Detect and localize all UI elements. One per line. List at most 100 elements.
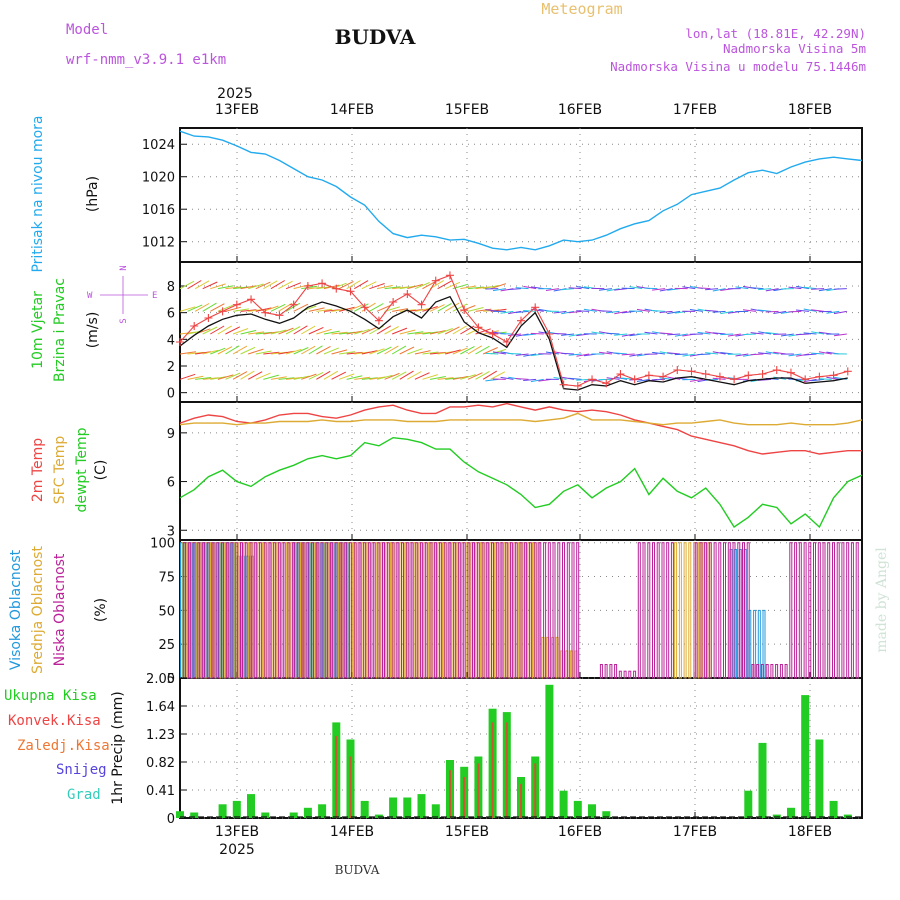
wind-barb: [727, 333, 741, 337]
cloud-low-bar: [571, 542, 575, 679]
precip-total-bar: [360, 800, 369, 818]
wind-ylabel-1: 10m Vjetar: [30, 291, 46, 369]
y-tick-label: 1024: [142, 138, 175, 153]
wind-barb: [391, 327, 408, 335]
wind-barb: [467, 372, 483, 380]
wind-barb: [376, 325, 392, 335]
gust-marker: [374, 316, 383, 325]
cloud-low-bar: [614, 664, 618, 679]
precip-total-bar: [176, 811, 184, 818]
wind-barb: [179, 351, 196, 355]
wind-barb: [308, 326, 324, 335]
cloud-low-bar: [836, 542, 840, 679]
wind-barb: [217, 346, 233, 355]
wind-barb: [483, 285, 499, 290]
wind-panel: 0 2 4 6 8: [167, 262, 862, 402]
gust-marker: [786, 368, 795, 377]
cloud-low-bar: [273, 542, 277, 679]
cloud-low-bar: [841, 542, 845, 679]
wind-barb: [682, 286, 696, 290]
wind-barb: [667, 310, 681, 315]
gust-marker: [531, 303, 540, 312]
wind-barb: [263, 305, 279, 312]
cloud-ylabel-high: Visoka Oblacnost: [8, 549, 24, 670]
wind-barb: [422, 374, 438, 380]
wind-barb: [507, 288, 522, 291]
wind-barb: [361, 281, 377, 290]
gust-marker: [588, 375, 597, 384]
wind-barb: [301, 285, 318, 290]
wind-barb: [811, 309, 825, 312]
gust-marker: [630, 375, 639, 384]
wind-barb: [285, 326, 301, 335]
wind-barb: [644, 287, 658, 290]
y-tick-label: 100: [150, 537, 175, 552]
bottom-date-label: 16FEB: [558, 824, 602, 840]
cloud-low-bar: [202, 542, 206, 679]
wind-barb: [614, 288, 628, 291]
wind-barb: [788, 353, 802, 357]
cloud-low-bar: [500, 542, 504, 679]
wind-barb: [308, 286, 325, 290]
compass-rose: W E N S: [87, 265, 157, 323]
wind-barb: [452, 303, 468, 312]
wind-barb: [285, 282, 302, 290]
cloud-low-bar: [363, 542, 367, 679]
wind-barb: [437, 280, 452, 290]
wind-barb: [361, 302, 376, 312]
wind-barb: [210, 325, 225, 335]
wind-barb: [811, 352, 825, 355]
wind-barb: [445, 281, 461, 290]
bottom-date-label: 13FEB: [215, 824, 259, 840]
top-date-label: 18FEB: [788, 102, 832, 118]
wind-barb: [712, 332, 726, 335]
temperature-panel: 3 6 9: [167, 402, 863, 540]
wind-barb: [323, 370, 339, 380]
precip-total-bar: [602, 811, 611, 818]
wind-barb: [225, 286, 242, 290]
cloud-low-bar: [325, 542, 329, 679]
wind-barb: [255, 372, 271, 380]
wind-barb: [240, 309, 257, 312]
cloud-low-bar: [661, 542, 665, 679]
wind-barb: [568, 333, 582, 337]
wind-barb: [750, 287, 764, 290]
wind-barb: [606, 310, 620, 314]
wind-barb: [467, 345, 482, 355]
wind-barb: [568, 377, 582, 380]
top-date-label: 17FEB: [673, 102, 717, 118]
gust-marker: [431, 276, 440, 285]
gust-marker: [261, 308, 270, 317]
wind-barb: [331, 331, 348, 335]
wind-barb: [232, 308, 249, 312]
wind-barb: [187, 351, 204, 355]
gust-marker: [715, 372, 724, 381]
wind-barb: [285, 348, 302, 355]
wind-barb: [720, 352, 734, 355]
wind-barb: [270, 303, 286, 312]
cloud-low-bar: [751, 664, 755, 679]
cloud-mid-bar: [674, 542, 678, 679]
wind-barb: [316, 345, 331, 355]
wind-barb: [568, 310, 582, 314]
wind-barb: [255, 307, 272, 312]
wind-barb: [338, 281, 354, 290]
precip-total-bar: [190, 812, 199, 818]
wind-barb: [811, 331, 825, 335]
y-tick-label: 6: [167, 307, 175, 322]
wind-barb: [758, 309, 772, 312]
wind-barb: [659, 377, 673, 380]
wind-barb: [614, 376, 628, 380]
wind-barb: [644, 331, 658, 335]
wind-barb: [437, 302, 452, 312]
wind-barb: [720, 310, 734, 315]
wind-barb: [523, 378, 537, 381]
cloud-low-bar: [637, 542, 641, 679]
wind-barb: [523, 353, 537, 357]
y-tick-label: 0.41: [146, 784, 175, 799]
wind-barb: [818, 351, 832, 355]
wind-barb: [278, 377, 295, 380]
wind-barb: [399, 346, 415, 355]
panel-frame: [179, 401, 863, 541]
